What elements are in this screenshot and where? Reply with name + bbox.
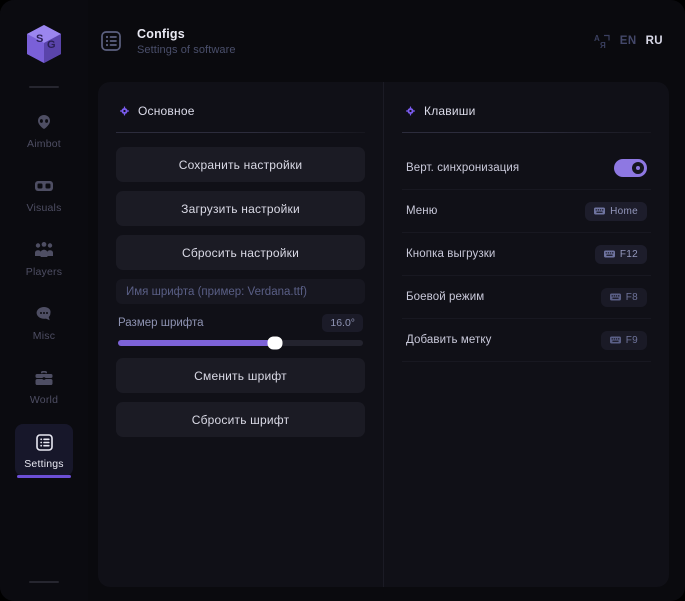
toggle-knob: [632, 162, 644, 174]
gear-dot-icon: [406, 106, 415, 116]
reset-font-button[interactable]: Сбросить шрифт: [116, 402, 365, 437]
row-label: Боевой режим: [406, 291, 485, 303]
sidebar-item-aimbot[interactable]: Aimbot: [15, 104, 73, 156]
sidebar-item-misc[interactable]: Misc: [15, 296, 73, 348]
section-title: Клавиши: [424, 104, 476, 118]
reset-settings-button[interactable]: Сбросить настройки: [116, 235, 365, 270]
sidebar-item-label: Aimbot: [27, 138, 61, 150]
combat-mode-key-binding[interactable]: F8: [600, 287, 647, 307]
font-size-value: 16.0°: [322, 314, 363, 332]
svg-text:Я: Я: [600, 41, 606, 50]
load-settings-button[interactable]: Загрузить настройки: [116, 191, 365, 226]
row-unload-key: Кнопка выгрузки F12: [402, 233, 651, 276]
sidebar-nav: Aimbot Visuals: [0, 104, 88, 488]
font-name-input[interactable]: [116, 279, 365, 304]
slider-fill: [118, 340, 275, 346]
settings-card: Основное Сохранить настройки Загрузить н…: [98, 82, 669, 587]
topbar: Configs Settings of software A Я EN RU: [88, 0, 685, 82]
keyboard-icon: [594, 207, 606, 215]
sidebar-bottom-divider: [29, 581, 59, 583]
keyboard-icon: [609, 336, 621, 344]
row-label: Меню: [406, 205, 438, 217]
slider-knob[interactable]: [267, 336, 283, 350]
general-panel: Основное Сохранить настройки Загрузить н…: [98, 82, 384, 587]
lang-en-button[interactable]: EN: [619, 35, 637, 47]
chat-icon: [35, 304, 53, 324]
key-label: Home: [610, 205, 638, 217]
row-add-marker: Добавить метку F9: [402, 319, 651, 362]
svg-text:A: A: [594, 34, 600, 43]
page-title: Configs: [137, 26, 185, 41]
add-marker-key-binding[interactable]: F9: [600, 330, 647, 350]
section-title: Основное: [138, 104, 195, 118]
sidebar-item-label: Visuals: [26, 202, 62, 214]
sidebar: S G Aimbot: [0, 0, 88, 601]
sg-cube-logo: S G: [18, 18, 70, 70]
font-size-slider[interactable]: [118, 336, 363, 350]
sidebar-item-settings[interactable]: Settings: [15, 424, 73, 478]
sidebar-item-visuals[interactable]: Visuals: [15, 168, 73, 220]
font-size-row: Размер шрифта 16.0°: [116, 314, 365, 332]
sidebar-item-label: Settings: [24, 458, 64, 470]
keys-panel: Клавиши Верт. синхронизация Меню: [384, 82, 669, 587]
row-label: Добавить метку: [406, 334, 492, 346]
gear-dot-icon: [120, 106, 129, 116]
unload-key-binding[interactable]: F12: [594, 244, 647, 264]
keyboard-icon: [609, 293, 621, 301]
sidebar-item-players[interactable]: Players: [15, 232, 73, 284]
font-size-label: Размер шрифта: [118, 317, 204, 329]
briefcase-icon: [34, 368, 54, 388]
page-heading: Configs Settings of software: [137, 27, 236, 56]
row-combat-mode: Боевой режим F8: [402, 276, 651, 319]
translate-icon: A Я: [594, 33, 611, 50]
key-label: F8: [625, 291, 638, 303]
row-vsync: Верт. синхронизация: [402, 147, 651, 190]
list-icon: [35, 432, 54, 452]
sidebar-divider: [29, 86, 59, 88]
alien-icon: [35, 112, 53, 132]
key-label: F9: [625, 334, 638, 346]
row-label: Верт. синхронизация: [406, 162, 520, 174]
row-menu: Меню Home: [402, 190, 651, 233]
sidebar-item-label: Misc: [32, 330, 56, 342]
keyboard-icon: [603, 250, 615, 258]
sidebar-item-label: Players: [25, 266, 63, 278]
sidebar-item-label: World: [29, 394, 59, 406]
save-settings-button[interactable]: Сохранить настройки: [116, 147, 365, 182]
language-switcher: A Я EN RU: [594, 33, 663, 50]
vsync-toggle[interactable]: [614, 159, 647, 177]
keys-section-header: Клавиши: [402, 104, 651, 118]
section-divider: [116, 132, 365, 133]
svg-text:S: S: [36, 33, 43, 45]
change-font-button[interactable]: Сменить шрифт: [116, 358, 365, 393]
players-icon: [34, 240, 54, 260]
main-area: Configs Settings of software A Я EN RU: [88, 0, 685, 601]
menu-key-binding[interactable]: Home: [585, 201, 647, 221]
general-section-header: Основное: [116, 104, 365, 118]
key-label: F12: [619, 248, 638, 260]
list-icon: [98, 28, 124, 54]
row-label: Кнопка выгрузки: [406, 248, 496, 260]
sidebar-item-world[interactable]: World: [15, 360, 73, 412]
goggles-icon: [34, 176, 54, 196]
svg-text:G: G: [47, 39, 56, 51]
page-subtitle: Settings of software: [137, 43, 236, 56]
section-divider: [402, 132, 651, 133]
lang-ru-button[interactable]: RU: [645, 35, 663, 47]
